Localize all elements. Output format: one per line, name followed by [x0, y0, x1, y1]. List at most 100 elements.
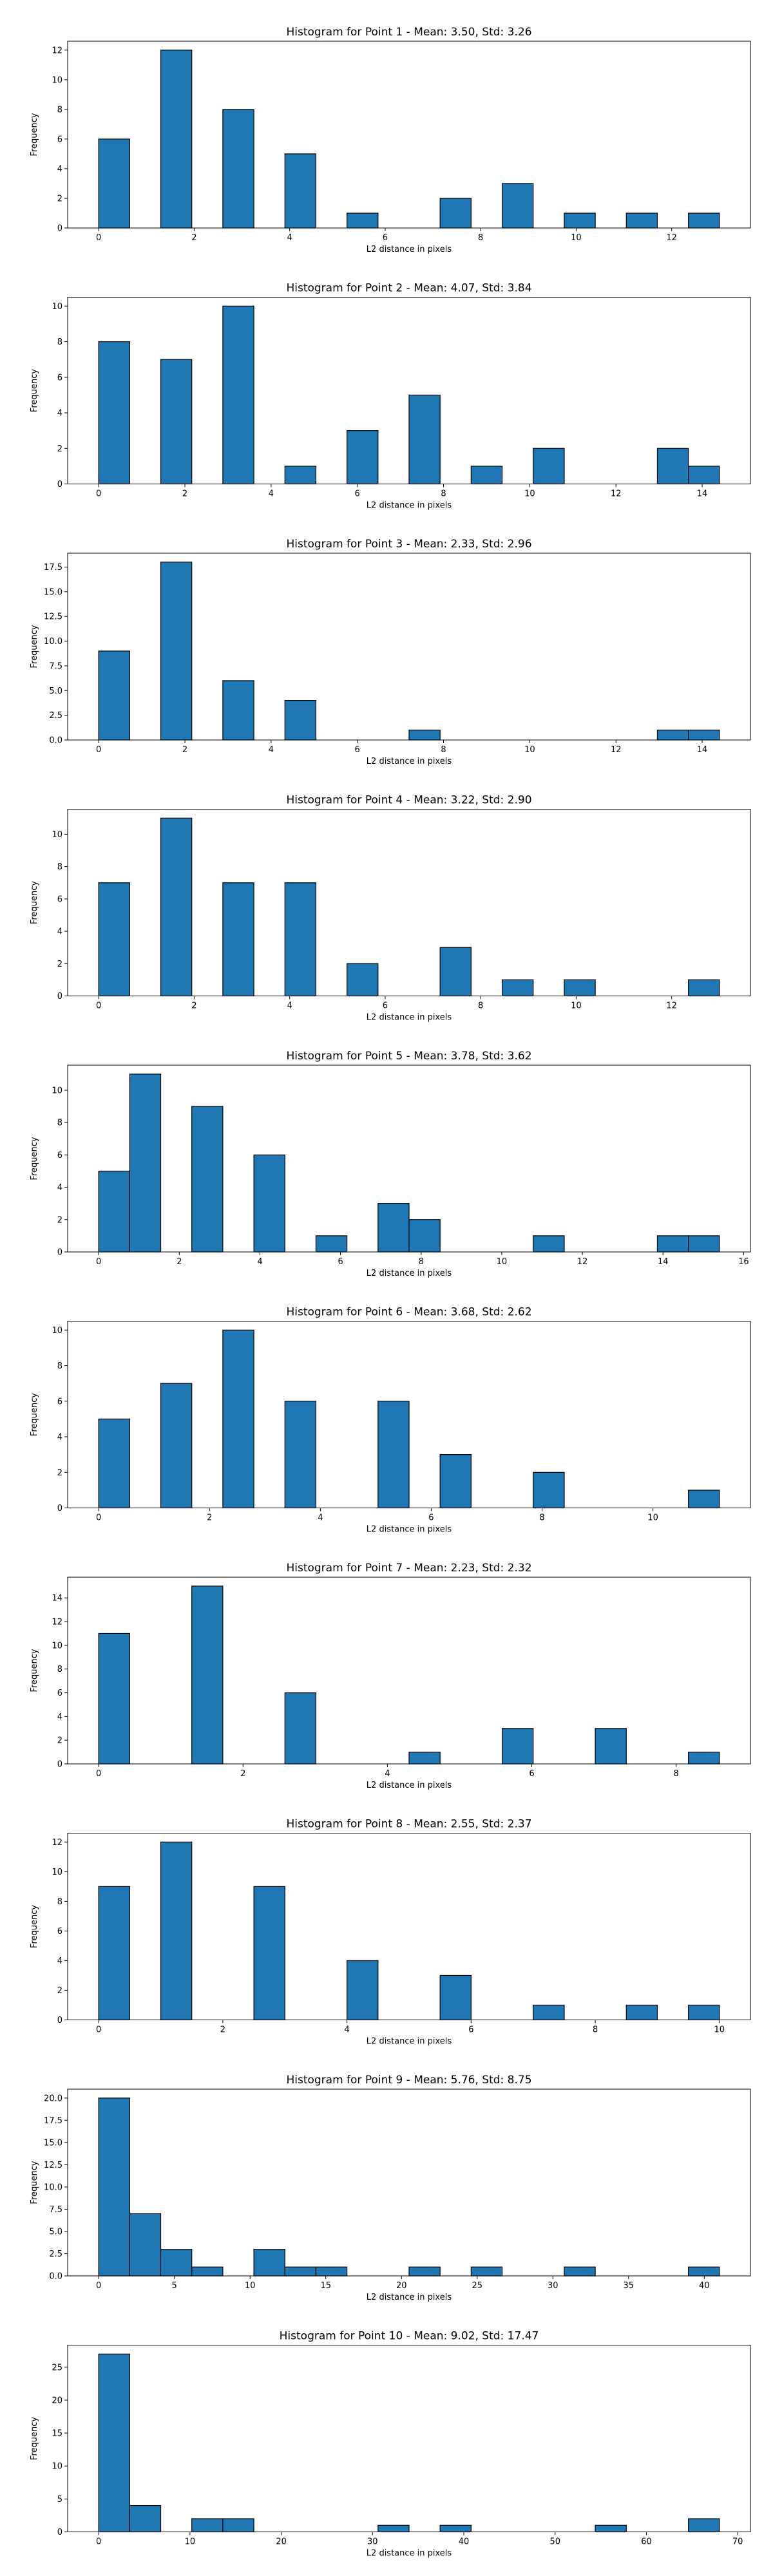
histogram-panel-7: 0 2 4 6 8 0 2 4 6 8 10 12 14 Histogram for Point 7 - …	[30, 1562, 751, 1790]
histogram-bar	[347, 430, 379, 485]
histogram-panel-3: 0 2 4 6 8 10 12 14 0.0 2.5 5.0 7.5 10.0 12.5 15.0 17.5 H…	[30, 538, 751, 766]
x-tick-label: 0	[96, 1513, 101, 1523]
histogram-bar	[347, 963, 379, 997]
x-tick-label: 15	[320, 2281, 331, 2291]
histogram-panel-10: 0 10 20 30 40 50 60 70 0 5 10 15 20 25 Histogram for P…	[30, 2330, 751, 2559]
y-tick-label: 8	[57, 1119, 62, 1128]
y-tick-label: 10	[52, 1086, 62, 1095]
x-tick-label: 0	[96, 2537, 101, 2547]
histogram-bar	[347, 1960, 379, 2021]
y-tick-label: 2	[57, 444, 62, 454]
y-tick-label: 4	[57, 164, 62, 174]
x-tick-label: 5	[172, 2281, 177, 2291]
x-tick-label: 35	[624, 2281, 635, 2291]
y-tick-label: 5.0	[49, 687, 62, 696]
y-tick-label: 6	[57, 1689, 62, 1698]
x-tick-label: 2	[182, 745, 187, 755]
histogram-bar	[98, 1170, 130, 1253]
histogram-bar	[98, 2098, 130, 2277]
x-tick-label: 10	[571, 1001, 582, 1011]
y-axis-label: Frequency	[30, 2161, 39, 2204]
x-tick-label: 2	[182, 489, 187, 499]
x-tick-label: 25	[472, 2281, 482, 2291]
x-tick-label: 0	[96, 2025, 101, 2035]
y-tick-label: 6	[57, 895, 62, 904]
x-tick-label: 16	[738, 1257, 749, 1267]
histogram-bar	[284, 153, 317, 229]
x-axis-label: L2 distance in pixels	[367, 2549, 452, 2559]
x-tick-label: 2	[220, 2025, 225, 2035]
y-axis-label: Frequency	[30, 881, 39, 924]
y-tick-label: 17.5	[44, 2116, 62, 2126]
histogram-bar	[688, 2266, 720, 2277]
x-tick-label: 4	[269, 489, 274, 499]
histogram-bar	[98, 1418, 130, 1509]
x-tick-label: 20	[396, 2281, 407, 2291]
histogram-bar	[160, 2248, 193, 2277]
histogram-bar	[222, 680, 254, 741]
x-tick-label: 12	[577, 1257, 588, 1267]
histogram-bar	[656, 448, 689, 485]
chart-title: Histogram for Point 10 - Mean: 9.02, Std…	[280, 2330, 539, 2343]
histogram-bar	[408, 730, 441, 741]
y-tick-label: 8	[57, 1897, 62, 1907]
x-tick-label: 4	[269, 745, 274, 755]
x-tick-label: 0	[96, 489, 101, 499]
histogram-panel-2: 0 2 4 6 8 10 12 14 0 2 4 6 8 10 Histogram for Point 2 …	[30, 282, 751, 511]
x-axis-label: L2 distance in pixels	[367, 757, 452, 766]
x-tick-label: 2	[191, 233, 196, 243]
x-tick-label: 12	[611, 489, 622, 499]
x-tick-label: 60	[641, 2537, 652, 2547]
histogram-bar	[191, 2518, 224, 2533]
y-tick-label: 20.0	[44, 2094, 62, 2103]
x-tick-label: 30	[367, 2537, 378, 2547]
bars	[98, 562, 720, 741]
histogram-bar	[160, 817, 193, 997]
x-tick-label: 0	[96, 1769, 101, 1779]
y-tick-label: 2	[57, 1736, 62, 1746]
histogram-bar	[315, 2266, 348, 2277]
y-tick-label: 0	[57, 1248, 62, 1258]
histogram-bar	[191, 1106, 224, 1253]
y-tick-label: 0	[57, 2528, 62, 2537]
x-tick-label: 4	[287, 233, 292, 243]
histogram-bar	[408, 1751, 441, 1765]
x-tick-label: 6	[355, 745, 360, 755]
y-tick-label: 8	[57, 1665, 62, 1674]
x-axis-label: L2 distance in pixels	[367, 1525, 452, 1535]
histogram-bar	[439, 947, 472, 997]
histogram-bar	[470, 2266, 503, 2277]
y-tick-label: 12	[52, 1838, 62, 1848]
chart-title: Histogram for Point 4 - Mean: 3.22, Std:…	[286, 794, 531, 807]
x-tick-label: 10	[524, 745, 535, 755]
y-tick-label: 0.0	[49, 736, 62, 746]
histogram-bar	[377, 1203, 410, 1253]
x-tick-label: 70	[732, 2537, 743, 2547]
chart-title: Histogram for Point 6 - Mean: 3.68, Std:…	[286, 1306, 531, 1319]
x-tick-label: 12	[611, 745, 622, 755]
y-tick-label: 4	[57, 1956, 62, 1966]
x-tick-label: 6	[338, 1257, 343, 1267]
histogram-bar	[688, 213, 720, 229]
histogram-bar	[284, 882, 317, 997]
histogram-bar	[160, 1841, 193, 2021]
histogram-bar	[222, 109, 254, 229]
histogram-bar	[439, 2524, 472, 2533]
y-tick-label: 10.0	[44, 637, 62, 647]
x-tick-label: 8	[673, 1769, 678, 1779]
y-tick-label: 6	[57, 1927, 62, 1937]
histogram-panel-8: 0 2 4 6 8 10 0 2 4 6 8 10 12 Histogram for Point 8 - …	[30, 1818, 751, 2047]
histogram-bar	[688, 2004, 720, 2021]
y-axis-label: Frequency	[30, 2417, 39, 2460]
y-axis-label: Frequency	[30, 625, 39, 668]
y-tick-label: 14	[52, 1594, 62, 1604]
y-tick-label: 10.0	[44, 2183, 62, 2192]
histogram-bar	[347, 213, 379, 229]
histogram-bar	[533, 2004, 565, 2021]
plot-frame	[67, 809, 751, 996]
y-tick-label: 6	[57, 135, 62, 144]
histogram-bar	[688, 979, 720, 997]
histogram-bar	[625, 2004, 658, 2021]
y-tick-label: 0	[57, 2016, 62, 2025]
y-tick-label: 0	[57, 480, 62, 489]
